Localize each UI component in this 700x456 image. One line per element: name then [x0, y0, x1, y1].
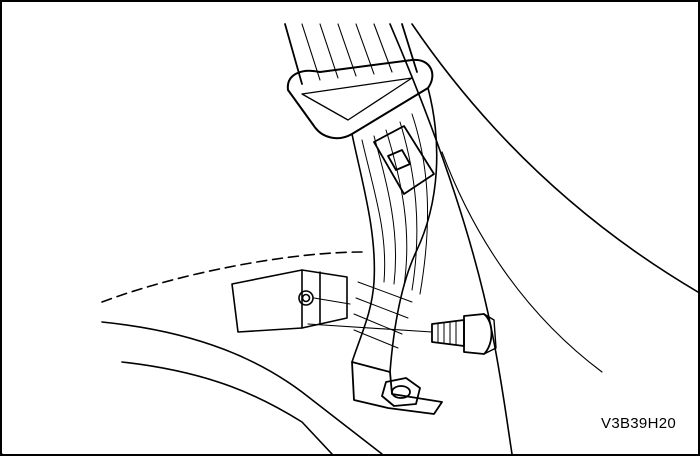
- leader-line: [307, 297, 433, 333]
- pillar-trim: [389, 23, 698, 454]
- trim-cover: [231, 269, 348, 333]
- belt-webbing-upper: [284, 23, 418, 85]
- figure-code: V3B39H20: [601, 415, 676, 432]
- belt-guide: [286, 58, 434, 140]
- seat-base: [2, 251, 383, 454]
- anchor-bolt: [431, 313, 497, 355]
- anchor-plate: [351, 361, 443, 415]
- belt-webbing-lower: [351, 87, 438, 373]
